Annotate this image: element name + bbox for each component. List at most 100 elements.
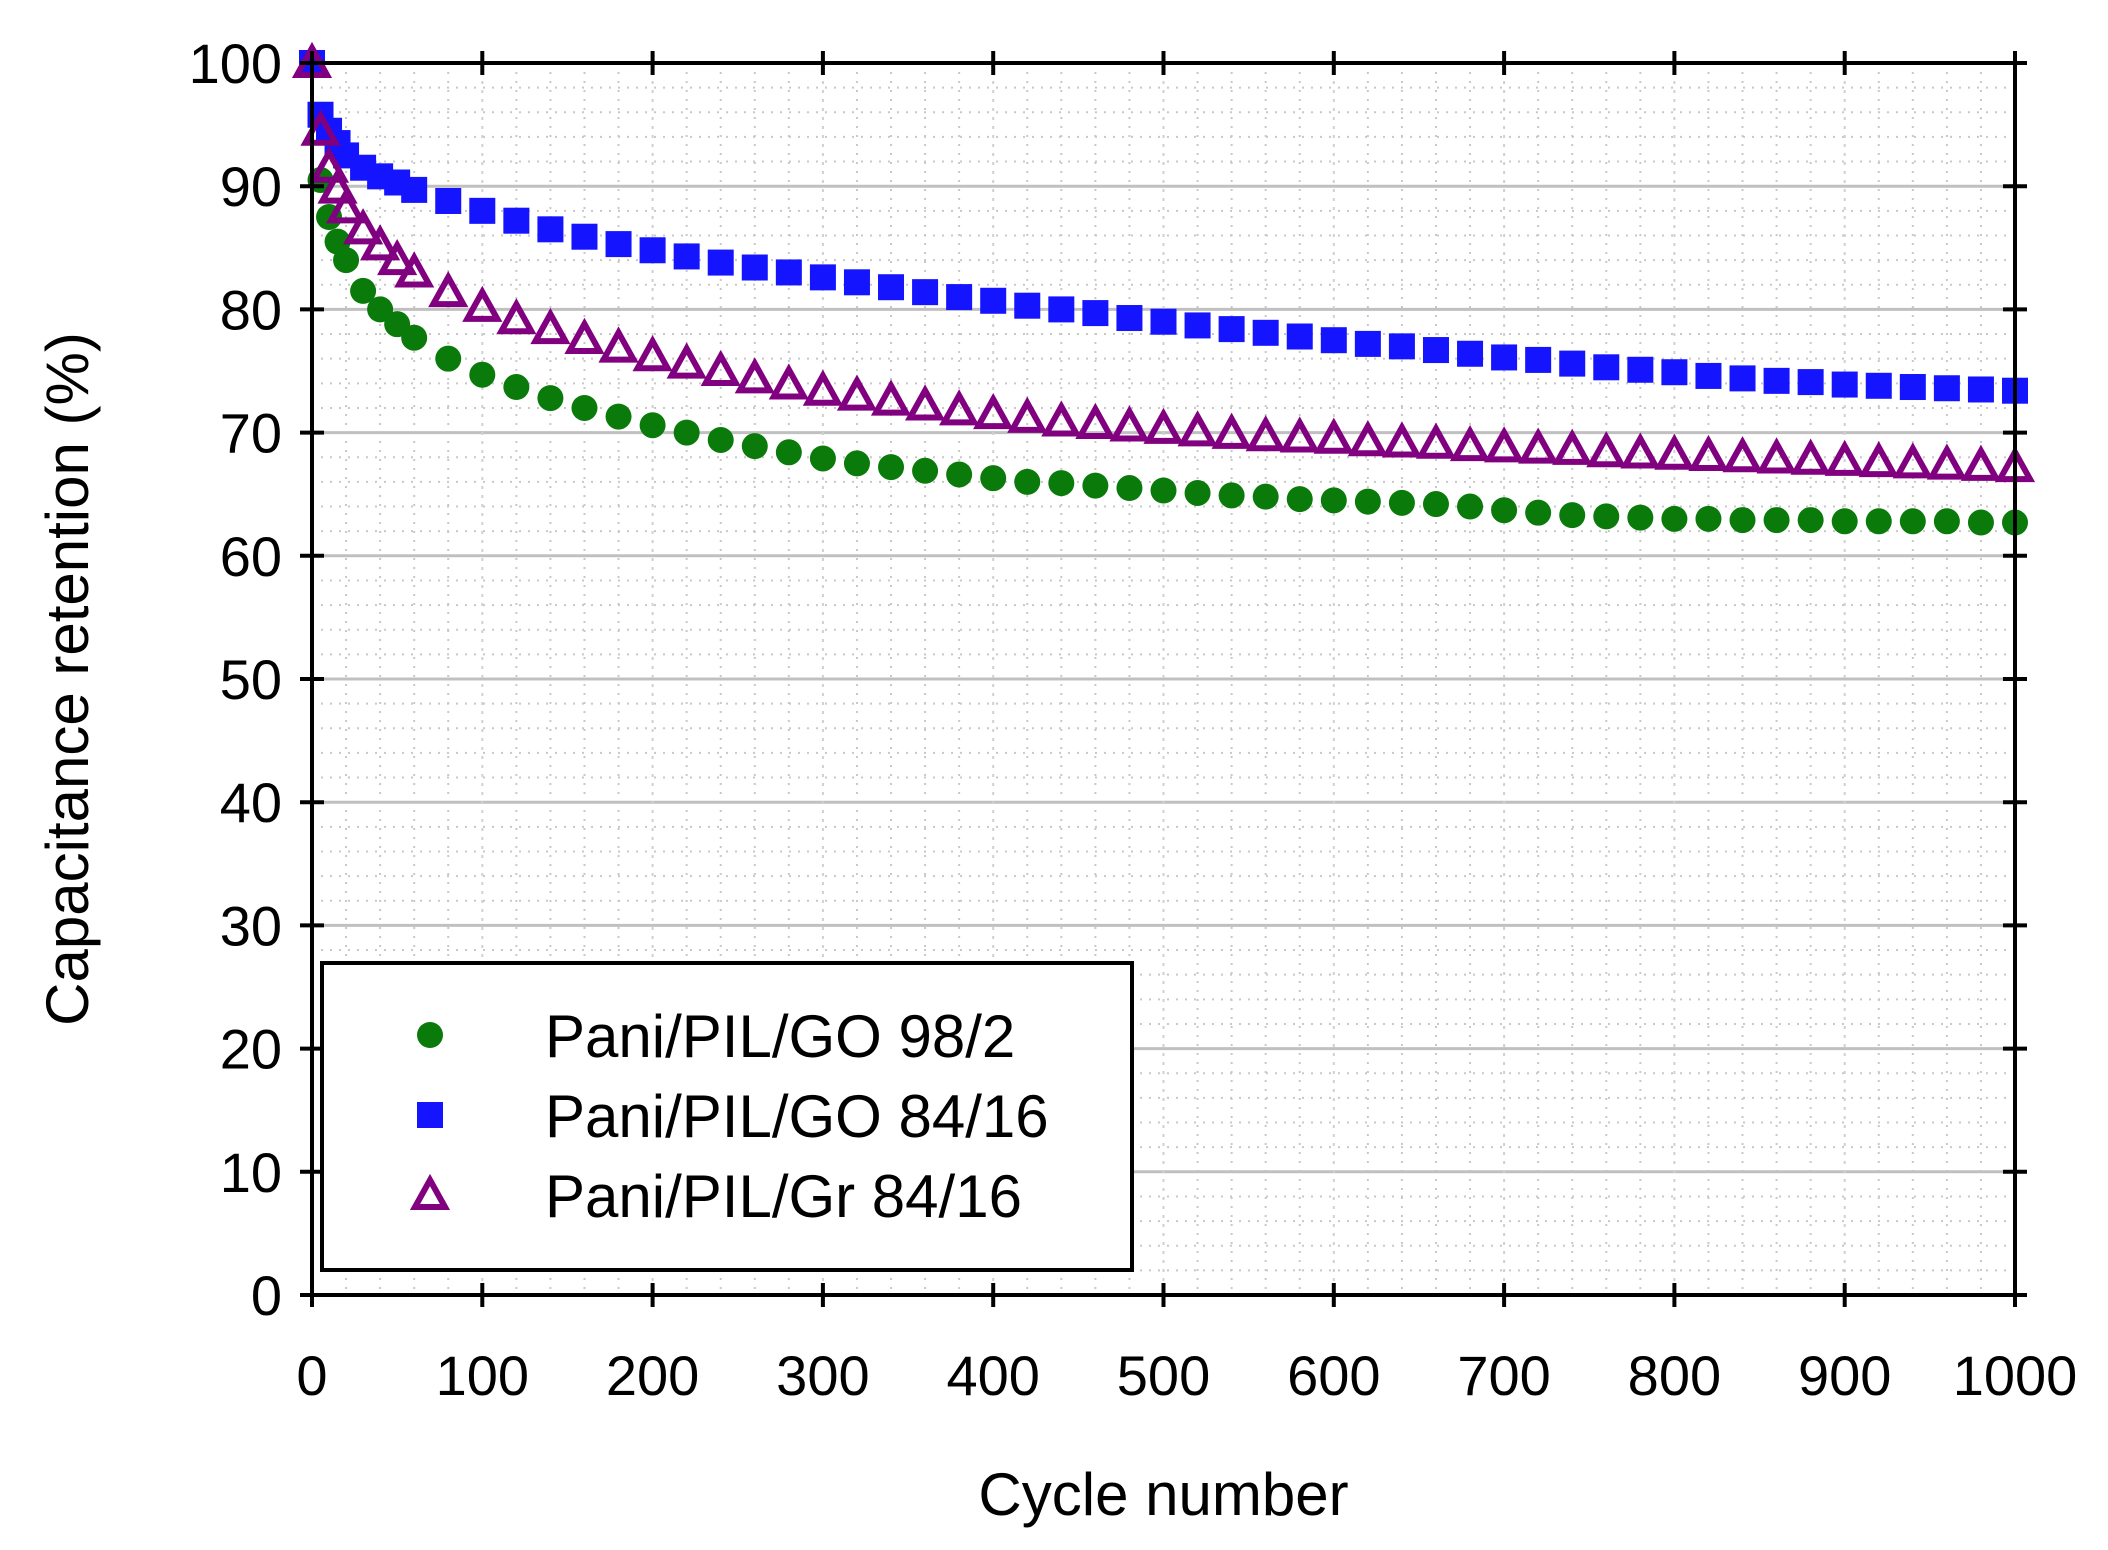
data-point-triangle xyxy=(1654,433,1695,470)
x-tick-label: 1000 xyxy=(1953,1344,2078,1407)
data-point-square xyxy=(469,197,496,224)
data-point-circle xyxy=(1729,507,1756,534)
data-point-circle xyxy=(1286,486,1313,513)
data-point-circle xyxy=(1252,483,1279,510)
data-point-square xyxy=(1661,359,1688,386)
data-point-triangle xyxy=(1926,443,1967,480)
data-point-circle xyxy=(469,361,496,388)
x-tick-label: 400 xyxy=(946,1344,1039,1407)
data-point-square xyxy=(1831,371,1858,398)
x-tick-label: 100 xyxy=(436,1344,529,1407)
data-point-circle xyxy=(809,445,836,472)
data-point-triangle xyxy=(342,208,384,245)
data-point-circle xyxy=(878,454,905,481)
data-point-triangle xyxy=(496,298,537,335)
legend-box xyxy=(320,961,1134,1272)
data-point-square xyxy=(1729,365,1756,392)
data-point-circle xyxy=(503,374,530,401)
data-point-square xyxy=(1388,333,1415,360)
data-point-circle xyxy=(1388,489,1415,516)
data-point-triangle xyxy=(904,384,946,421)
y-axis-title: Capacitance retention (%) xyxy=(34,332,101,1026)
data-point-circle xyxy=(1082,472,1109,499)
data-point-square xyxy=(775,259,802,286)
data-point-triangle xyxy=(1484,426,1525,463)
data-point-square xyxy=(843,269,870,296)
data-point-square xyxy=(1593,354,1620,381)
data-point-circle xyxy=(435,345,462,372)
data-point-triangle xyxy=(1279,416,1320,453)
data-point-square xyxy=(1525,346,1552,373)
legend-marker-shape xyxy=(409,1173,451,1210)
data-point-circle xyxy=(980,465,1007,492)
x-tick-label: 300 xyxy=(776,1344,869,1407)
data-point-triangle xyxy=(325,187,367,224)
x-tick-label: 800 xyxy=(1628,1344,1721,1407)
data-point-square xyxy=(639,237,666,264)
data-point-triangle xyxy=(1518,427,1559,464)
data-point-square xyxy=(537,216,564,243)
data-point-circle xyxy=(1559,502,1586,529)
data-point-triangle xyxy=(1177,410,1218,447)
data-point-triangle xyxy=(1586,431,1627,468)
data-point-triangle xyxy=(394,251,435,288)
data-point-triangle xyxy=(802,369,843,406)
data-point-circle xyxy=(673,419,700,446)
data-point-circle xyxy=(1354,488,1381,515)
data-point-square xyxy=(1763,367,1790,394)
data-point-circle xyxy=(1218,482,1245,509)
data-point-circle xyxy=(605,403,632,430)
legend-item-go-84-16: Pani/PIL/GO 84/16 xyxy=(417,1083,1049,1150)
data-point-square xyxy=(1695,362,1722,389)
data-point-square xyxy=(1627,356,1654,383)
data-point-triangle xyxy=(598,326,639,363)
x-tick-label: 600 xyxy=(1287,1344,1380,1407)
y-tick-label: 0 xyxy=(251,1264,282,1327)
data-point-triangle xyxy=(1007,396,1048,433)
series-square-markers xyxy=(299,50,2028,404)
data-point-circle xyxy=(1661,505,1688,532)
legend-item-go-98-2: Pani/PIL/GO 98/2 xyxy=(417,1003,1015,1070)
data-point-square xyxy=(1286,323,1313,350)
data-point-triangle xyxy=(1313,417,1354,454)
data-point-circle xyxy=(775,439,802,466)
data-point-square xyxy=(1150,308,1177,335)
data-point-circle xyxy=(1899,508,1926,535)
data-point-square xyxy=(1933,375,1960,402)
y-tick-label: 50 xyxy=(220,648,282,711)
data-point-square xyxy=(1218,316,1245,343)
data-point-circle xyxy=(401,324,428,351)
x-axis-title: Cycle number xyxy=(978,1461,1348,1528)
data-point-triangle xyxy=(360,224,401,261)
data-point-circle xyxy=(1593,503,1620,530)
data-point-square xyxy=(707,249,734,276)
data-point-circle xyxy=(1967,509,1994,536)
data-point-square xyxy=(673,243,700,270)
data-point-triangle xyxy=(462,285,503,322)
data-point-square xyxy=(1491,344,1518,371)
data-point-square xyxy=(741,254,768,281)
data-point-triangle xyxy=(1347,420,1388,457)
data-point-triangle xyxy=(1041,400,1082,437)
legend-square-marker xyxy=(417,1102,443,1128)
data-point-triangle xyxy=(836,374,878,411)
data-point-square xyxy=(1048,296,1075,323)
data-point-triangle xyxy=(1211,412,1252,449)
data-point-square xyxy=(1252,319,1279,346)
data-point-square xyxy=(1320,327,1347,354)
data-point-circle xyxy=(639,412,666,439)
data-point-square xyxy=(1354,330,1381,357)
data-point-square xyxy=(912,279,939,306)
y-tick-label: 100 xyxy=(189,32,282,95)
data-point-circle xyxy=(741,433,768,460)
data-point-square xyxy=(401,176,428,203)
legend-label-go-98-2: Pani/PIL/GO 98/2 xyxy=(545,1003,1015,1070)
data-point-circle xyxy=(350,277,377,304)
data-point-circle xyxy=(843,450,870,477)
data-point-triangle xyxy=(1552,428,1593,465)
data-point-circle xyxy=(912,457,939,484)
data-point-square xyxy=(1967,376,1994,403)
data-point-triangle xyxy=(1143,407,1184,444)
data-point-square xyxy=(1899,374,1926,401)
